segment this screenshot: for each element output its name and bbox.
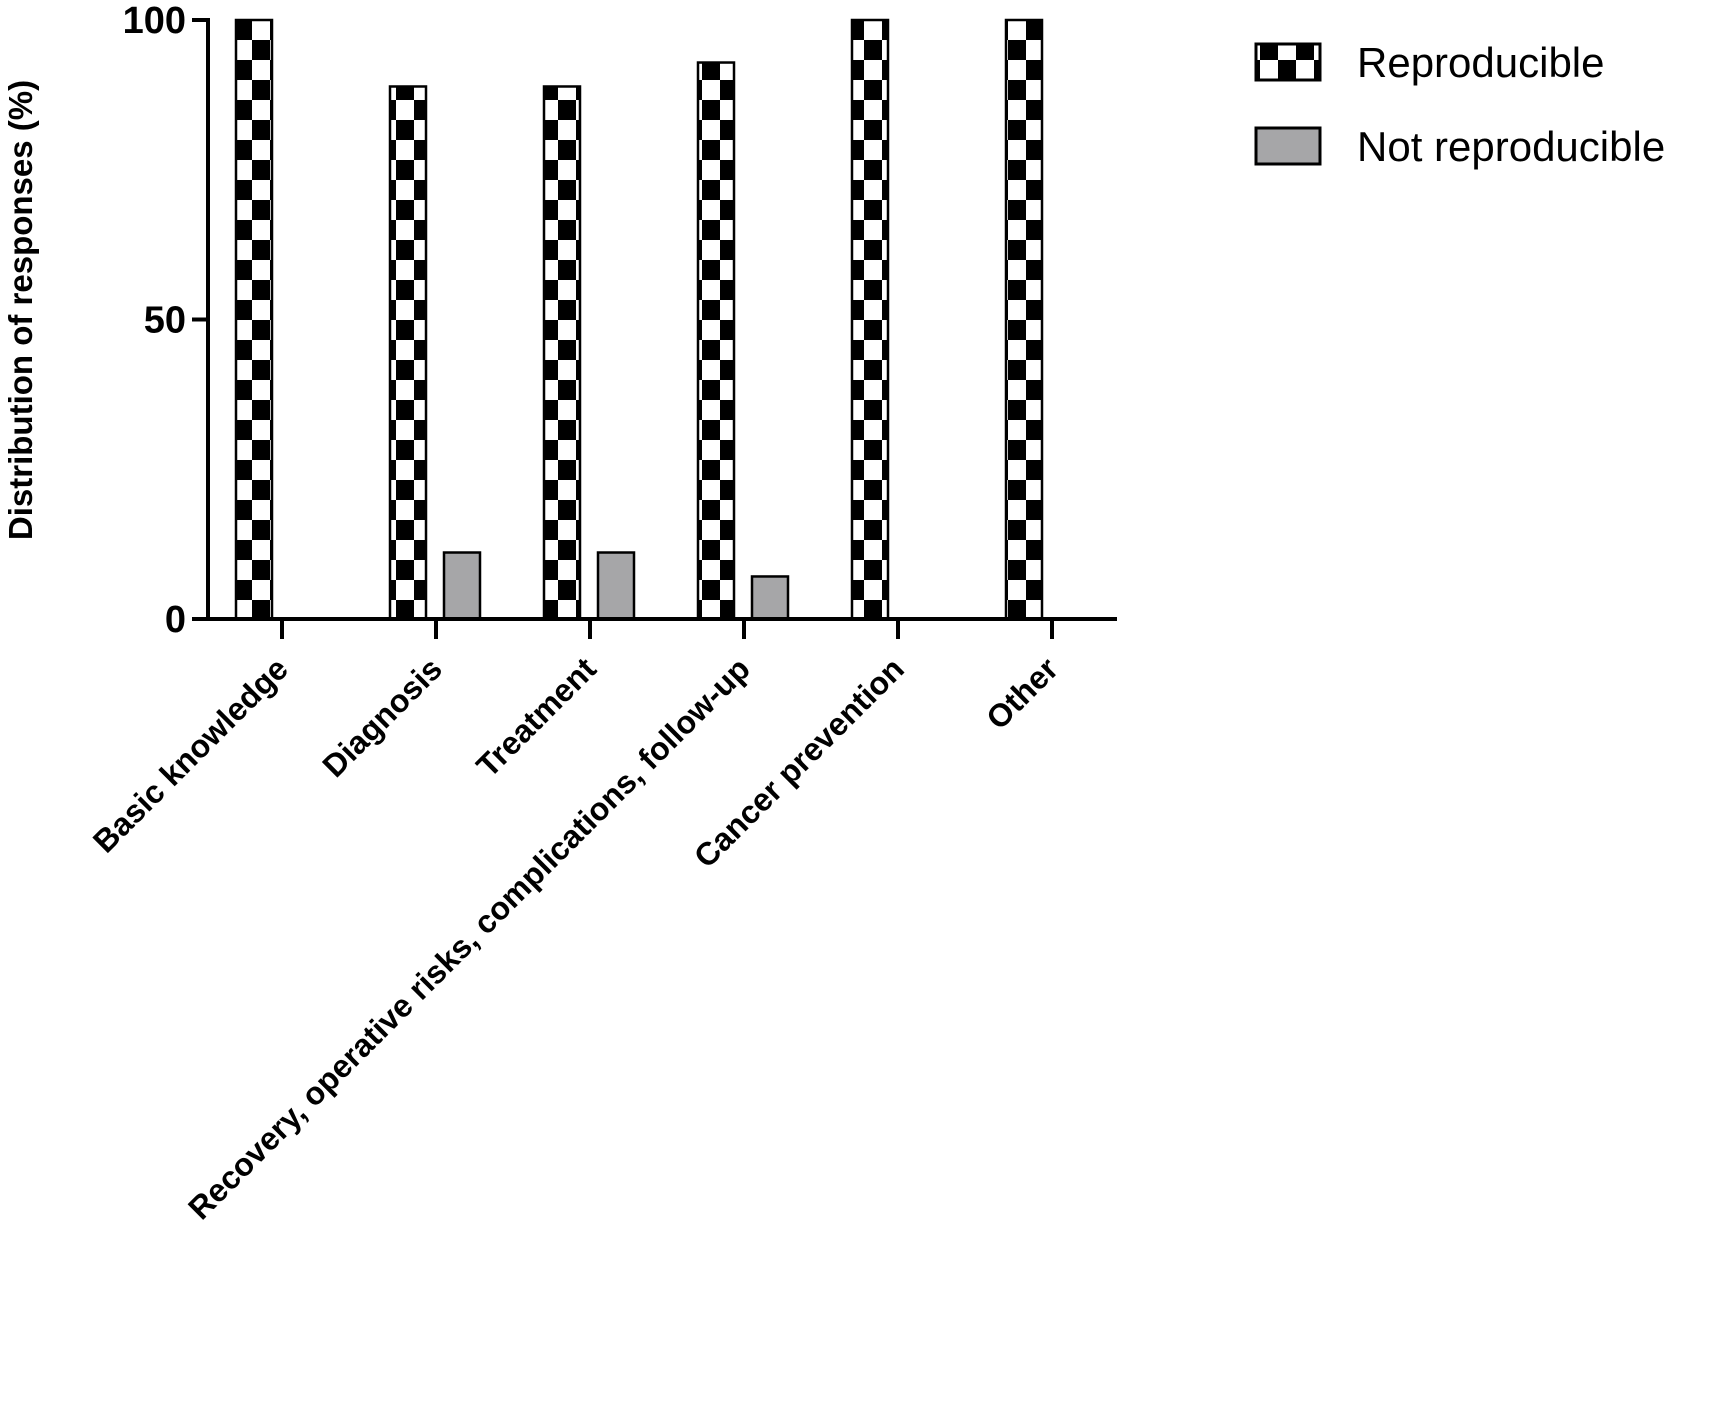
legend-swatch-not-reproducible [1254,126,1322,166]
bar-reproducible [696,61,736,621]
x-tick-label: Other [979,650,1065,736]
y-axis-title: Distribution of responses (%) [2,80,39,540]
legend-swatch-reproducible [1254,42,1322,82]
y-tick-label: 100 [123,0,186,42]
bar-reproducible [1004,18,1044,621]
x-tick-label: Basic knowledge [86,650,295,859]
x-tick-label: Recovery, operative risks, complications… [181,650,757,1226]
y-tick-label: 50 [144,300,186,342]
x-ticks: Basic knowledge Diagnosis TreatmentRecover… [86,619,1065,1226]
bar-not-reproducible [442,551,482,621]
bar-not-reproducible [750,575,790,621]
bars-layer [234,18,1044,621]
legend-label-not-reproducible: Not reproducible [1357,123,1665,170]
bar-not-reproducible [596,551,636,621]
x-tick-label: Treatment [469,650,603,784]
bar-reproducible [542,85,582,621]
bar-reproducible [388,85,428,621]
y-ticks: 0 50 100 [123,0,208,641]
legend: Reproducible Not reproducible [1254,39,1665,170]
x-tick-label: Diagnosis [315,650,449,784]
bar-reproducible [234,18,274,621]
bar-reproducible [850,18,890,621]
y-tick-label: 0 [165,599,186,641]
legend-label-reproducible: Reproducible [1357,39,1605,86]
